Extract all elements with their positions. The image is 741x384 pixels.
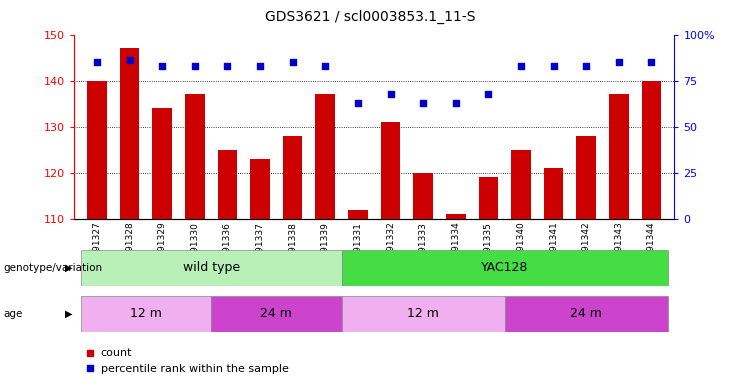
Bar — [218, 150, 237, 219]
Point — [222, 63, 233, 69]
Point — [189, 63, 201, 69]
Bar — [505, 296, 668, 332]
Bar — [316, 94, 335, 219]
Point — [548, 63, 559, 69]
Point — [352, 100, 364, 106]
Text: 24 m: 24 m — [571, 308, 602, 320]
Bar — [446, 214, 465, 219]
Bar — [642, 81, 661, 219]
Bar — [342, 250, 668, 286]
Point — [385, 91, 396, 97]
Bar — [153, 108, 172, 219]
Text: 12 m: 12 m — [408, 308, 439, 320]
Bar — [87, 81, 107, 219]
Point — [91, 59, 103, 65]
Bar — [120, 48, 139, 219]
Bar — [250, 159, 270, 219]
Bar — [342, 296, 505, 332]
Bar — [185, 94, 205, 219]
Point — [254, 63, 266, 69]
Bar — [511, 150, 531, 219]
Point — [156, 63, 168, 69]
Bar — [81, 296, 211, 332]
Bar — [348, 210, 368, 219]
Point — [450, 100, 462, 106]
Point — [580, 63, 592, 69]
Point — [417, 100, 429, 106]
Point — [515, 63, 527, 69]
Point — [287, 59, 299, 65]
Point — [645, 59, 657, 65]
Text: GDS3621 / scl0003853.1_11-S: GDS3621 / scl0003853.1_11-S — [265, 10, 476, 24]
Point — [613, 59, 625, 65]
Bar — [381, 122, 400, 219]
Text: 24 m: 24 m — [260, 308, 292, 320]
Point — [482, 91, 494, 97]
Text: 12 m: 12 m — [130, 308, 162, 320]
Text: ▶: ▶ — [65, 309, 73, 319]
Bar — [609, 94, 628, 219]
Text: ▶: ▶ — [65, 263, 73, 273]
Bar — [576, 136, 596, 219]
Bar — [413, 173, 433, 219]
Text: YAC128: YAC128 — [481, 262, 528, 274]
Point — [319, 63, 331, 69]
Bar — [544, 168, 563, 219]
Legend: count, percentile rank within the sample: count, percentile rank within the sample — [79, 344, 293, 379]
Text: age: age — [4, 309, 23, 319]
Bar — [211, 296, 342, 332]
Bar — [81, 250, 342, 286]
Bar — [283, 136, 302, 219]
Bar — [479, 177, 498, 219]
Text: wild type: wild type — [182, 262, 239, 274]
Point — [124, 57, 136, 63]
Text: genotype/variation: genotype/variation — [4, 263, 103, 273]
